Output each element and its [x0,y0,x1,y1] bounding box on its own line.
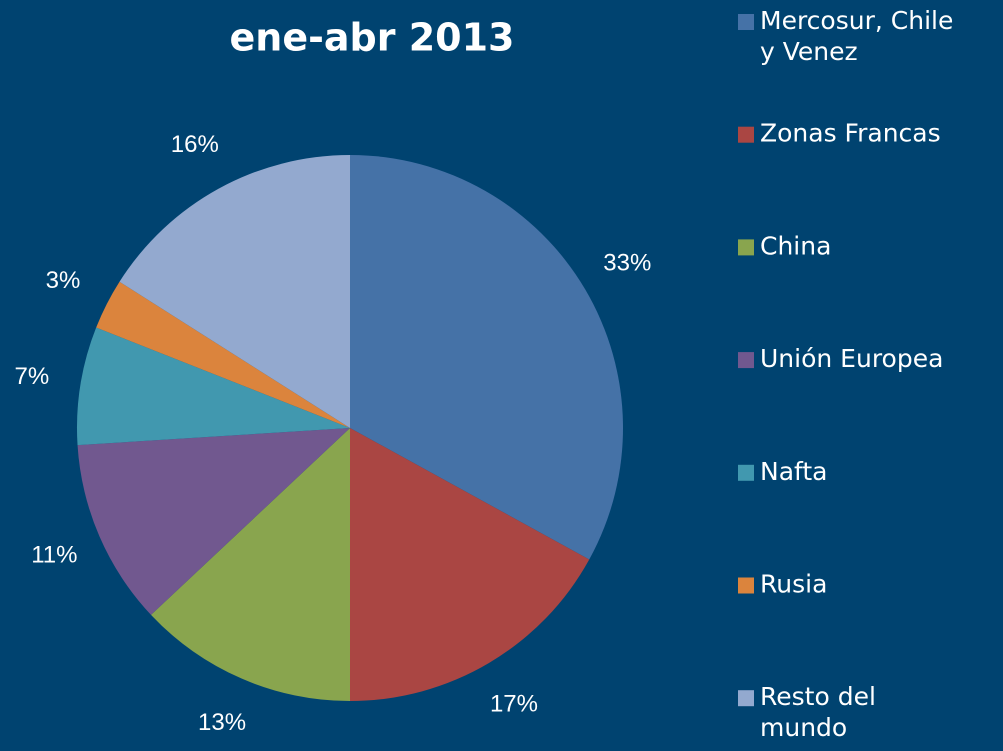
data-label: 3% [46,267,81,294]
data-label: 7% [14,363,49,390]
pie-slice [96,281,350,428]
pie-slice [119,155,350,428]
pie-slice [350,155,624,560]
legend-label: Rusia [760,570,827,599]
data-label: 16% [171,131,219,158]
pie-slice [150,428,350,701]
legend-swatch [738,239,754,256]
chart-title: ene-abr 2013 [230,16,515,60]
legend-swatch [738,126,754,143]
pie-slice [77,428,351,615]
legend-swatch [738,464,754,481]
legend-swatch [738,352,754,369]
legend-swatch [738,690,754,707]
legend-swatch [738,14,754,30]
data-label: 13% [198,709,246,736]
legend-label: Unión Europea [760,344,943,373]
legend-label: Resto del mundo [760,682,876,742]
data-label: 17% [490,691,538,718]
legend-swatch [738,577,754,594]
pie-slice [350,428,590,701]
data-label: 11% [31,541,77,568]
data-label: 33% [603,249,651,276]
pie-slice [77,327,351,446]
legend-label: Nafta [760,457,828,486]
legend-label: Mercosur, Chile y Venez [760,6,953,66]
legend-label: China [760,231,831,260]
legend-label: Zonas Francas [760,119,941,148]
